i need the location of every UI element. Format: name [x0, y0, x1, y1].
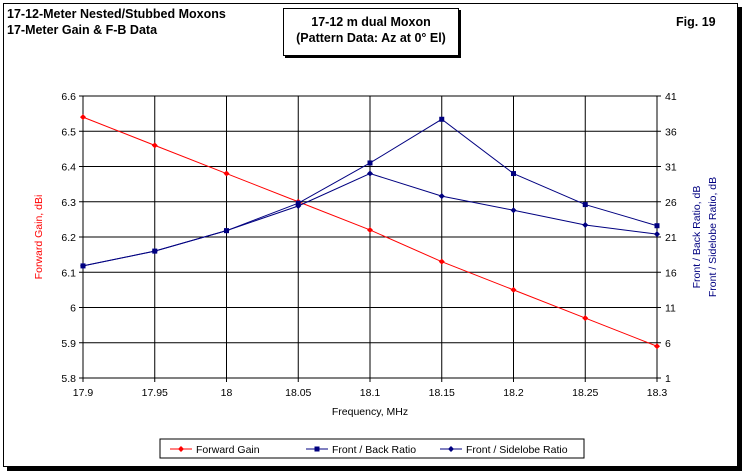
tick-labels: 5.8 1 5.9 6 6 11 6.1 16 6.2 21 6.3 26 6.4 31 6.5 36 6.6 4… [61, 91, 676, 399]
data-point [654, 223, 660, 229]
series-0 [80, 114, 660, 350]
chart-title-block: 17-12-Meter Nested/Stubbed Moxons 17-Met… [7, 6, 226, 38]
data-point [223, 170, 230, 177]
legend: Forward Gain Front / Back Ratio Front / Si… [170, 444, 568, 456]
y-right-tick-label: 1 [665, 373, 671, 385]
x-tick-label: 18.25 [572, 387, 598, 399]
data-point [510, 286, 517, 293]
y-right-tick-label: 16 [665, 267, 677, 279]
y-left-tick-label: 6.2 [61, 232, 76, 244]
y-left-tick-label: 5.9 [61, 338, 76, 350]
legend-marker [178, 446, 184, 452]
x-tick-label: 18 [221, 387, 233, 399]
data-point [654, 231, 660, 238]
y-right-tick-label: 31 [665, 162, 677, 174]
y-left-tick-label: 6.3 [61, 197, 76, 209]
legend-marker [448, 446, 454, 452]
x-axis-label: Frequency, MHz [332, 406, 408, 418]
y-right-tick-label: 21 [665, 232, 677, 244]
data-point [80, 262, 86, 269]
x-tick-label: 18.15 [429, 387, 455, 399]
data-point [151, 248, 158, 255]
y-left-tick-label: 5.8 [61, 373, 76, 385]
data-point [511, 171, 516, 177]
data-point [654, 343, 660, 350]
data-point [510, 207, 517, 214]
chart-title-line2: 17-Meter Gain & F-B Data [7, 23, 158, 37]
y-left-tick-label: 6 [70, 303, 76, 315]
data-point [439, 116, 445, 122]
data-point [295, 202, 302, 209]
x-tick-label: 18.1 [360, 387, 381, 399]
legend-box [159, 438, 585, 459]
legend-item: Front / Back Ratio [306, 444, 416, 456]
chart-title-line1: 17-12-Meter Nested/Stubbed Moxons [7, 7, 226, 21]
legend-label: Front / Sidelobe Ratio [466, 444, 568, 456]
y-right-tick-label: 6 [665, 338, 671, 350]
legend-item: Front / Sidelobe Ratio [440, 444, 568, 456]
y-axis-right-label-1: Front / Back Ratio, dB [691, 186, 703, 289]
data-point [367, 170, 373, 177]
chart-box-title: 17-12 m dual Moxon [311, 15, 431, 29]
data-point [582, 202, 588, 208]
legend-label: Forward Gain [196, 444, 260, 456]
y-right-tick-label: 26 [665, 197, 677, 209]
y-axis-right-label-2: Front / Sidelobe Ratio, dB [707, 177, 719, 297]
y-right-tick-label: 41 [665, 91, 677, 103]
data-point [151, 142, 158, 149]
series-group [80, 114, 660, 350]
grid-lines [79, 95, 661, 382]
legend-item: Forward Gain [170, 444, 260, 456]
series-2 [80, 170, 660, 269]
data-point [367, 226, 373, 233]
x-tick-label: 17.95 [142, 387, 168, 399]
legend-marker [314, 446, 320, 452]
x-tick-label: 18.05 [285, 387, 311, 399]
x-tick-label: 18.2 [503, 387, 524, 399]
chart-box-subtitle: (Pattern Data: Az at 0° El) [296, 31, 446, 45]
data-point [582, 315, 589, 322]
x-tick-label: 18.3 [647, 387, 668, 399]
data-point [582, 222, 589, 229]
data-point [367, 160, 373, 166]
y-left-tick-label: 6.5 [61, 126, 76, 138]
data-point [80, 114, 86, 121]
chart-title-box: 17-12 m dual Moxon (Pattern Data: Az at … [283, 8, 459, 56]
y-axis-left-label: Forward Gain, dBi [33, 195, 45, 280]
y-right-tick-label: 11 [665, 303, 676, 315]
y-right-tick-label: 36 [665, 126, 677, 138]
figure-label: Fig. 19 [676, 15, 716, 29]
y-left-tick-label: 6.6 [61, 91, 76, 103]
y-left-tick-label: 6.4 [61, 162, 76, 174]
y-left-tick-label: 6.1 [61, 267, 76, 279]
data-point [438, 193, 445, 200]
data-point [223, 227, 230, 234]
x-tick-label: 17.9 [73, 387, 94, 399]
legend-label: Front / Back Ratio [332, 444, 416, 456]
data-point [438, 258, 445, 265]
